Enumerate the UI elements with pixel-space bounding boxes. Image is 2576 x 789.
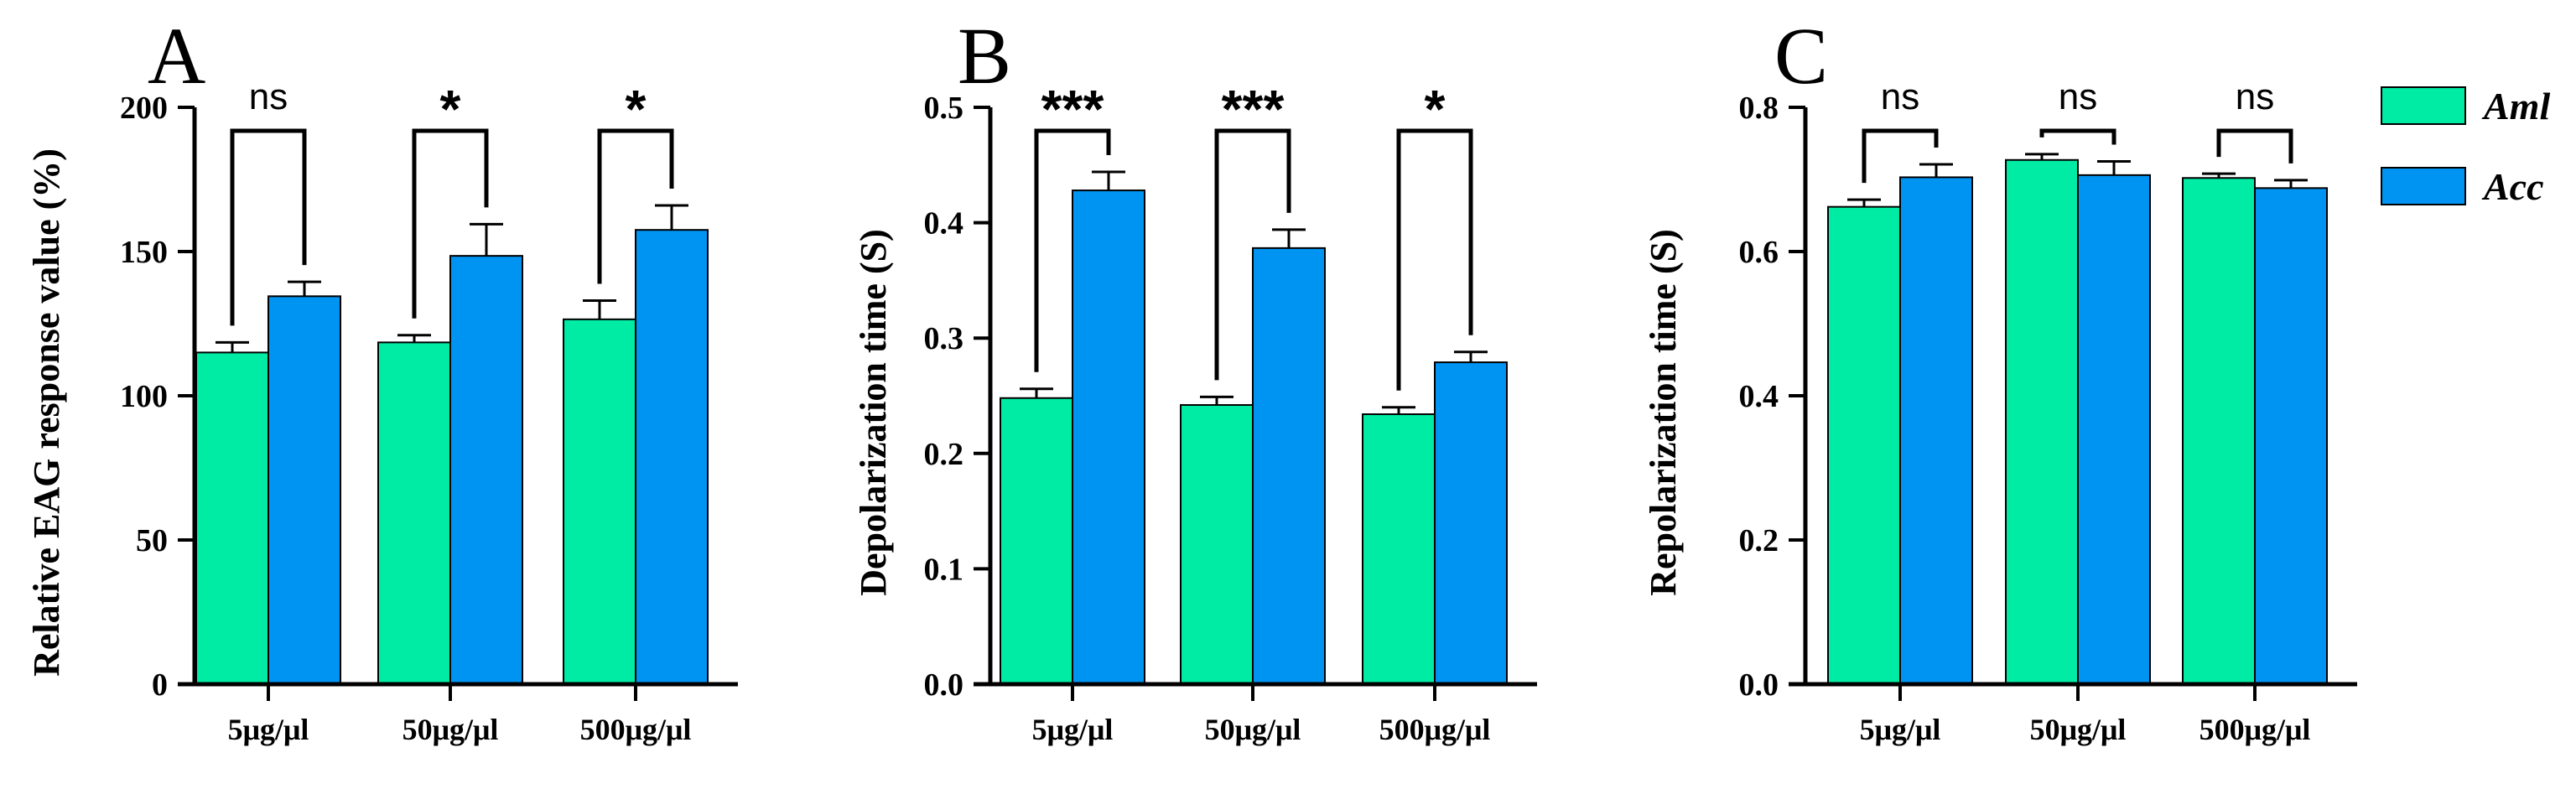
- legend-label-acc: Acc: [2481, 165, 2544, 208]
- bar-acc-2: [635, 229, 709, 685]
- bar-acc-0: [1072, 189, 1145, 685]
- bar-aml-2: [2182, 177, 2256, 685]
- significance-bracket-2: [2216, 128, 2293, 164]
- bar-aml-0: [1000, 397, 1073, 685]
- y-axis-label: Depolarization time (S): [853, 229, 894, 595]
- bar-aml-1: [2005, 158, 2079, 685]
- panel-label-b: B: [958, 11, 1011, 101]
- significance-bracket-0: [230, 128, 307, 326]
- significance-label-0: ns: [249, 76, 288, 117]
- significance-bracket-0: [1034, 128, 1111, 372]
- panel-label-a: A: [148, 11, 205, 101]
- x-tick-label-0: 5μg/μl: [1032, 713, 1114, 746]
- y-tick-label-0: 0.0: [1739, 667, 1779, 703]
- y-axis-label: Relative EAG response value (%): [26, 148, 67, 677]
- y-tick-label-1: 0.1: [924, 552, 964, 587]
- legend-swatch-aml: [2381, 86, 2466, 125]
- y-tick-label-2: 0.4: [1739, 379, 1779, 414]
- y-tick-label-3: 150: [120, 235, 168, 270]
- bar-aml-2: [1362, 413, 1436, 685]
- bar-acc-1: [2077, 174, 2151, 685]
- y-tick-label-4: 0.4: [924, 206, 964, 241]
- bar-acc-0: [267, 295, 341, 685]
- panel-b: *** 5μg/μl *** 50μg/μl * 500μg/μl 0.0 0.1 0.2 0.3…: [853, 11, 1537, 746]
- significance-label-2: *: [626, 79, 647, 139]
- significance-label-2: ns: [2236, 76, 2274, 117]
- bar-acc-1: [1252, 247, 1326, 685]
- y-tick-label-5: 0.5: [924, 91, 964, 126]
- legend-swatch-acc: [2381, 167, 2466, 205]
- bar-acc-1: [449, 255, 523, 685]
- x-tick-label-1: 50μg/μl: [2030, 713, 2127, 746]
- y-axis-label: Repolarization time (S): [1643, 229, 1684, 595]
- x-tick-label-1: 50μg/μl: [402, 713, 499, 746]
- significance-label-1: *: [440, 79, 461, 139]
- bar-aml-0: [195, 351, 269, 685]
- y-tick-label-1: 50: [136, 523, 168, 558]
- y-tick-label-4: 0.8: [1739, 91, 1779, 126]
- y-tick-label-4: 200: [120, 91, 168, 126]
- y-tick-label-0: 0.0: [924, 667, 964, 703]
- x-tick-label-2: 500μg/μl: [1379, 713, 1491, 746]
- bar-aml-1: [377, 341, 451, 685]
- x-tick-label-0: 5μg/μl: [228, 713, 309, 746]
- significance-bracket-0: [1862, 128, 1939, 184]
- legend: Aml Acc: [2381, 85, 2550, 208]
- bar-aml-0: [1827, 205, 1901, 685]
- x-tick-label-1: 50μg/μl: [1205, 713, 1301, 746]
- x-tick-label-2: 500μg/μl: [2199, 713, 2311, 746]
- significance-bracket-1: [2039, 128, 2116, 145]
- significance-label-0: ***: [1041, 79, 1104, 139]
- x-tick-label-0: 5μg/μl: [1860, 713, 1941, 746]
- bar-acc-2: [1434, 361, 1508, 685]
- significance-label-1: ***: [1222, 79, 1285, 139]
- y-tick-label-3: 0.6: [1739, 235, 1779, 270]
- bar-acc-0: [1899, 176, 1973, 686]
- significance-label-1: ns: [2059, 76, 2097, 117]
- significance-bracket-2: [597, 128, 674, 284]
- y-tick-label-3: 0.3: [924, 321, 964, 356]
- significance-label-2: *: [1425, 79, 1446, 139]
- significance-label-0: ns: [1881, 76, 1919, 117]
- y-tick-label-2: 0.2: [924, 437, 964, 472]
- legend-label-aml: Aml: [2481, 85, 2550, 127]
- x-tick-label-2: 500μg/μl: [580, 713, 692, 746]
- y-tick-label-2: 100: [120, 379, 168, 414]
- significance-bracket-1: [412, 128, 489, 319]
- bar-acc-2: [2254, 187, 2328, 685]
- bar-aml-2: [563, 318, 636, 685]
- panel-a: ns 5μg/μl * 50μg/μl * 500μg/μl 0 50 100 150 200 Rel…: [26, 11, 738, 746]
- significance-bracket-2: [1396, 128, 1473, 391]
- panel-label-c: C: [1774, 11, 1828, 101]
- bar-aml-1: [1180, 404, 1254, 685]
- y-tick-label-0: 0: [152, 667, 168, 703]
- y-tick-label-1: 0.2: [1739, 523, 1779, 558]
- significance-bracket-1: [1214, 128, 1291, 381]
- panel-c: ns 5μg/μl ns 50μg/μl ns 500μg/μl 0.0 0.2 0.4 0.6 0…: [1643, 11, 2357, 746]
